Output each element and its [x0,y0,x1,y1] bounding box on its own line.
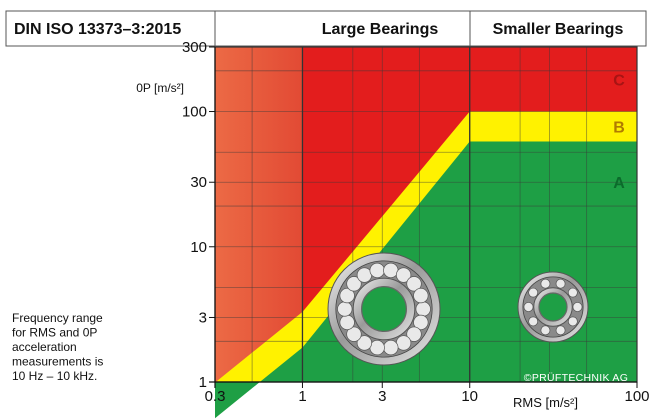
frequency-note-line: 10 Hz – 10 kHz. [12,369,97,383]
zone-labels: C B A [613,72,625,192]
y-tick-label: 3 [199,310,207,327]
large-bearing-icon-roller [413,287,429,304]
large-bearing-icon-roller [339,287,355,304]
y-tick-label: 100 [182,104,207,121]
large-bearing-icon-roller [395,335,412,351]
zone-label-b: B [613,120,625,137]
small-bearing-icon-roller [555,325,566,336]
small-bearing-icon-roller [572,302,583,312]
x-tick-label: 3 [378,388,386,405]
small-bearing-icon-roller [555,278,566,289]
zone-label-a: A [613,175,625,192]
large-bearing-icon-roller [369,339,385,356]
small-bearing-icon-roller [567,287,578,298]
excluded-zone-a [215,347,303,419]
frequency-note-text: Frequency range for RMS and 0P acceleratio… [12,311,103,383]
bearing-illustrations [327,252,589,366]
chart-title: DIN ISO 13373–3:2015 [14,21,181,38]
y-tick-label: 300 [182,39,207,56]
x-axis-label: RMS [m/s²] [513,395,578,410]
excluded-zone-b [215,311,303,383]
header-smaller-bearings: Smaller Bearings [493,21,624,38]
small-bearing-icon-roller [567,316,578,327]
small-bearing-icon-roller [540,325,551,336]
x-tick-label: 10 [461,388,478,405]
frequency-note-line: acceleration [12,340,77,354]
zone-label-c: C [613,72,625,89]
frequency-note-line: measurements is [12,355,103,369]
small-bearing-icon-roller [540,278,551,289]
small-bearing-icon-roller [528,287,539,298]
large-bearing-icon-roller [369,262,385,279]
large-bearing-icon-roller [406,276,422,292]
y-tick-label: 1 [199,374,207,391]
large-bearing-icon [327,252,441,366]
y-tick-label: 30 [190,174,207,191]
header-frame [5,10,647,47]
frequency-note: Frequency range for RMS and 0P acceleratio… [12,311,103,383]
large-bearing-icon-roller [356,267,373,283]
large-bearing-icon-roller [346,276,362,292]
y-tick-label: 10 [190,239,207,256]
x-tick-label: 1 [298,388,306,405]
large-bearing-icon-roller [383,262,399,279]
small-bearing-icon [517,271,589,343]
large-bearing-icon-roller [406,326,422,342]
small-bearing-icon-bore [538,292,568,322]
large-bearing-icon-roller [339,314,355,331]
frequency-note-line: for RMS and 0P [12,326,97,340]
large-bearing-icon-roller [346,326,362,342]
frequency-note-line: Frequency range [12,311,103,325]
large-bearing-icon-roller [337,301,353,317]
large-bearing-icon-roller [356,335,373,351]
y-axis-label: 0P [m/s²] [136,81,184,95]
header-large-bearings: Large Bearings [322,21,439,38]
small-bearing-icon-roller [523,302,534,312]
large-bearing-icon-roller [383,339,399,356]
large-bearing-icon-roller [413,314,429,331]
large-bearing-icon-roller [415,301,431,317]
plot-area [215,47,637,419]
copyright-text: ©PRÜFTECHNIK AG [524,372,628,384]
x-tick-label: 100 [624,388,649,405]
large-bearing-icon-roller [395,267,412,283]
large-bearing-icon-bore [361,286,408,333]
x-tick-label: 0.3 [205,388,226,405]
small-bearing-icon-roller [528,316,539,327]
